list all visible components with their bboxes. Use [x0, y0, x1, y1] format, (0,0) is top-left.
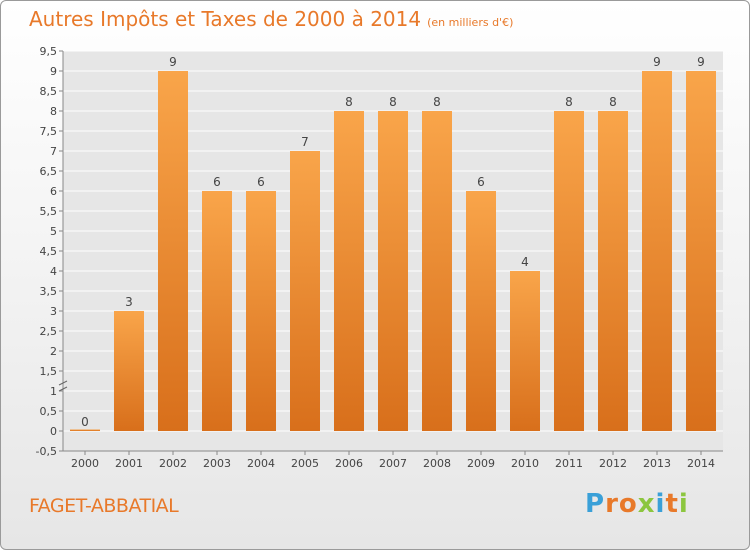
- y-tick-label: 5,5: [40, 205, 58, 218]
- y-tick-label: 6,5: [40, 165, 58, 178]
- logo-letter: P: [585, 489, 606, 519]
- bar: [598, 111, 628, 431]
- bar: [378, 111, 408, 431]
- x-tick-label: 2001: [115, 457, 143, 470]
- y-tick-label: 8,5: [40, 85, 58, 98]
- bar-value-label: 9: [653, 55, 661, 69]
- bar: [246, 191, 276, 431]
- logo-letter: i: [678, 489, 689, 519]
- axis-break: [58, 380, 68, 386]
- bar: [70, 429, 100, 431]
- y-tick-label: 2: [50, 345, 57, 358]
- logo-letter: x: [637, 489, 656, 519]
- logo-letter: o: [618, 489, 638, 519]
- x-tick-label: 2005: [291, 457, 319, 470]
- x-tick-label: 2007: [379, 457, 407, 470]
- y-tick-label: 9,5: [40, 45, 58, 58]
- x-tick-label: 2003: [203, 457, 231, 470]
- bar: [642, 71, 672, 431]
- y-tick-label: 6: [50, 185, 57, 198]
- bar: [290, 151, 320, 431]
- bar-value-label: 3: [125, 295, 133, 309]
- bar-value-label: 8: [389, 95, 397, 109]
- bar-value-label: 9: [169, 55, 177, 69]
- x-tick-label: 2014: [687, 457, 715, 470]
- chart-title-text: Autres Impôts et Taxes de 2000 à 2014: [29, 7, 422, 31]
- bar: [510, 271, 540, 431]
- x-tick-label: 2010: [511, 457, 539, 470]
- y-tick-label: 7,5: [40, 125, 58, 138]
- logo-letter: r: [605, 489, 619, 519]
- bar-value-label: 0: [81, 415, 89, 429]
- bar: [114, 311, 144, 431]
- y-tick-label: 3: [50, 305, 57, 318]
- proxiti-logo: Proxiti: [585, 489, 689, 519]
- y-tick-label: 4,5: [40, 245, 58, 258]
- bar: [686, 71, 716, 431]
- x-tick-label: 2004: [247, 457, 275, 470]
- y-tick-label: 2,5: [40, 325, 58, 338]
- bar-value-label: 8: [609, 95, 617, 109]
- y-tick-label: 7: [50, 145, 57, 158]
- logo-letter: i: [655, 489, 666, 519]
- bar-value-label: 4: [521, 255, 529, 269]
- y-tick-label: -0,5: [36, 445, 57, 458]
- x-tick-label: 2006: [335, 457, 363, 470]
- bar-value-label: 6: [213, 175, 221, 189]
- x-tick-label: 2000: [71, 457, 99, 470]
- bar-value-label: 7: [301, 135, 309, 149]
- bar-value-label: 8: [565, 95, 573, 109]
- bar-value-label: 8: [345, 95, 353, 109]
- logo-letter: t: [665, 489, 679, 519]
- y-tick-label: 1: [50, 385, 57, 398]
- chart-unit: (en milliers d'€): [427, 16, 514, 29]
- bar-value-label: 6: [477, 175, 485, 189]
- x-tick-label: 2002: [159, 457, 187, 470]
- commune-name: FAGET-ABBATIAL: [29, 495, 179, 517]
- bar-value-label: 9: [697, 55, 705, 69]
- bar: [554, 111, 584, 431]
- y-tick-label: 0: [50, 425, 57, 438]
- bar-value-label: 8: [433, 95, 441, 109]
- y-tick-label: 5: [50, 225, 57, 238]
- bar: [334, 111, 364, 431]
- bar: [158, 71, 188, 431]
- bar: [466, 191, 496, 431]
- bar-value-label: 6: [257, 175, 265, 189]
- y-tick-label: 8: [50, 105, 57, 118]
- x-tick-label: 2012: [599, 457, 627, 470]
- bar: [422, 111, 452, 431]
- y-tick-label: 0,5: [40, 405, 58, 418]
- x-tick-label: 2013: [643, 457, 671, 470]
- chart-title: Autres Impôts et Taxes de 2000 à 2014 (en…: [29, 7, 513, 31]
- x-tick-label: 2009: [467, 457, 495, 470]
- x-tick-label: 2008: [423, 457, 451, 470]
- y-tick-label: 3,5: [40, 285, 58, 298]
- y-tick-label: 1,5: [40, 365, 58, 378]
- axis-break: [58, 386, 68, 392]
- y-tick-label: 9: [50, 65, 57, 78]
- y-tick-label: 4: [50, 265, 57, 278]
- x-tick-label: 2011: [555, 457, 583, 470]
- bar: [202, 191, 232, 431]
